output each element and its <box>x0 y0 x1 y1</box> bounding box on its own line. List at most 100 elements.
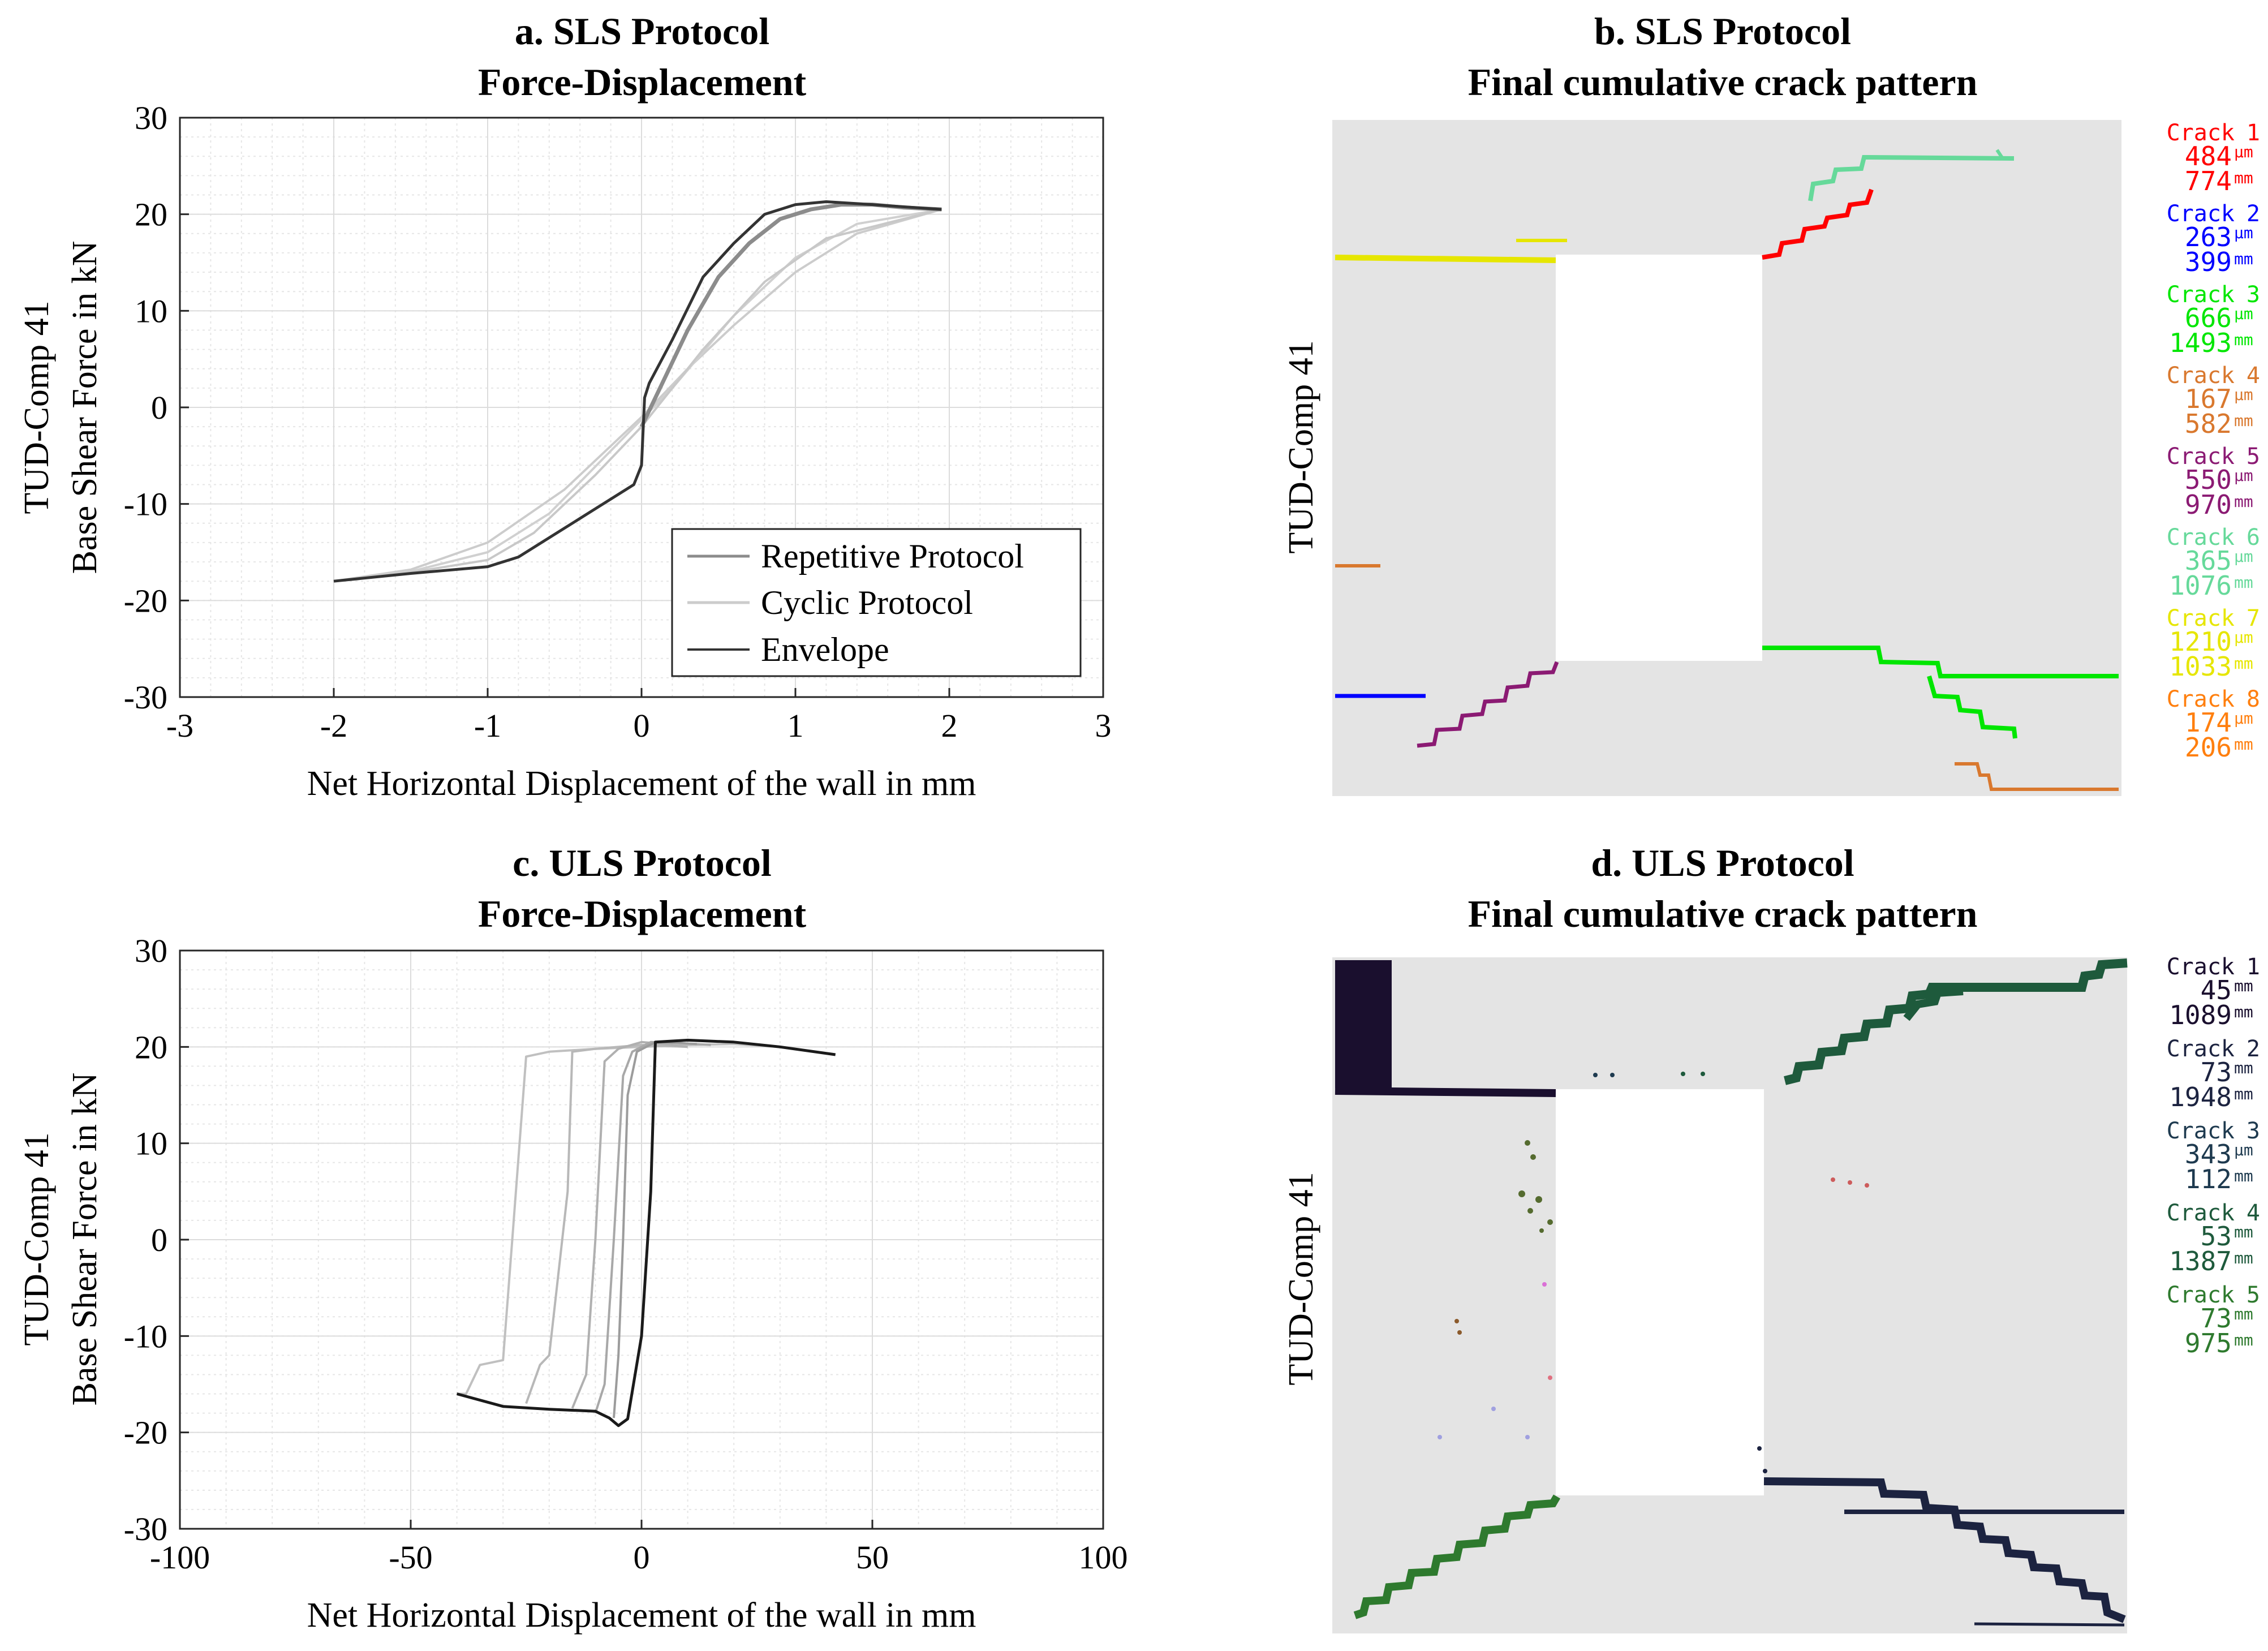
crack-legend-number: 1 <box>2247 120 2260 146</box>
crack-dot <box>1848 1180 1852 1185</box>
x-tick-label: 100 <box>1079 1539 1128 1576</box>
panel-b-crack-pattern: b. SLS Protocol Final cumulative crack p… <box>1282 10 2260 796</box>
crack-legend-number: 4 <box>2247 1200 2260 1226</box>
panel-c-ylabel-line2: Base Shear Force in kN <box>66 1073 104 1406</box>
crack-dot <box>1757 1446 1762 1451</box>
series-line-cyclic-protocol-mid <box>333 208 942 583</box>
crack-legend-value-1: 343 <box>2185 1139 2232 1170</box>
panel-d-title-line1: d. ULS Protocol <box>1591 841 1854 884</box>
crack-legend-value-1: 73 <box>2201 1057 2232 1087</box>
panel-a-y-ticks: -30 -20 -10 0 10 20 30 <box>124 100 189 716</box>
crack-legend-unit-1: µm <box>2234 143 2253 161</box>
y-tick-label: 30 <box>135 100 167 136</box>
legend-label-envelope: Envelope <box>761 631 889 668</box>
y-tick-label: 0 <box>151 389 167 426</box>
crack-legend-unit-1: µm <box>2234 547 2253 566</box>
crack-legend-unit-2: mm <box>2234 573 2253 592</box>
crack-legend-name: Crack <box>2167 282 2235 308</box>
x-tick-label: 3 <box>1095 707 1112 744</box>
panel-c-y-ticks: -30 -20 -10 0 10 20 30 <box>124 932 189 1547</box>
crack-legend-name: Crack <box>2167 1118 2235 1144</box>
crack-legend-number: 3 <box>2247 1118 2260 1144</box>
legend-label-cyclic: Cyclic Protocol <box>761 584 973 621</box>
legend-label-repetitive: Repetitive Protocol <box>761 538 1024 575</box>
panel-c-chart: c. ULS Protocol Force-Displacement -100-… <box>18 841 1128 1635</box>
y-tick-label: 30 <box>135 932 167 969</box>
crack-legend-number: 2 <box>2247 1036 2260 1062</box>
crack-dot <box>1701 1072 1705 1076</box>
panel-d-crack-2 <box>1763 1477 2126 1623</box>
panel-c-title-line1: c. ULS Protocol <box>513 841 772 884</box>
crack-legend-unit-1: µm <box>2234 304 2253 323</box>
panel-a-chart: a. SLS Protocol Force-Displacement -3 -2-… <box>18 10 1112 803</box>
crack-legend-unit-2: mm <box>2234 735 2253 754</box>
panel-d-side-label: TUD-Comp 41 <box>1282 1172 1320 1385</box>
crack-legend-value-2: 1089 <box>2169 1000 2232 1030</box>
y-tick-label: -10 <box>124 1318 167 1355</box>
crack-legend-name: Crack <box>2167 363 2235 389</box>
crack-legend-name: Crack <box>2167 954 2235 980</box>
crack-legend-unit-1: mm <box>2234 1223 2253 1241</box>
crack-legend-name: Crack <box>2167 524 2235 551</box>
crack-dot <box>1525 1140 1530 1146</box>
x-tick-label: 0 <box>634 1539 650 1576</box>
crack-legend-unit-1: µm <box>2234 223 2253 242</box>
crack-legend-value-1: 666 <box>2185 303 2232 333</box>
crack-legend-value-2: 1387 <box>2169 1246 2232 1276</box>
crack-legend-value-1: 263 <box>2185 222 2232 252</box>
crack-legend-value-2: 1076 <box>2169 570 2232 601</box>
crack-dot <box>1539 1228 1544 1233</box>
crack-legend-unit-1: µm <box>2234 628 2253 647</box>
crack-dot <box>1530 1154 1536 1160</box>
panel-b-title-line1: b. SLS Protocol <box>1594 10 1851 53</box>
series-line-cyclic-protocol-lower <box>333 208 942 583</box>
crack-legend-unit-1: mm <box>2234 1305 2253 1323</box>
crack-legend-number: 8 <box>2247 686 2260 712</box>
panel-a-x-ticks: -3 -2 -1 0 1 2 3 <box>166 688 1112 744</box>
y-tick-label: -10 <box>124 486 167 523</box>
crack-legend-unit-1: µm <box>2234 709 2253 728</box>
crack-legend-value-1: 550 <box>2185 465 2232 495</box>
crack-dot <box>1454 1319 1459 1323</box>
panel-d-crack-1-block <box>1335 961 1392 1088</box>
panel-c-ylabel-line1: TUD-Comp 41 <box>18 1132 56 1345</box>
y-tick-label: -20 <box>124 1414 167 1451</box>
crack-legend-number: 5 <box>2247 444 2260 470</box>
crack-legend-unit-2: mm <box>2234 1167 2253 1185</box>
x-tick-label: 50 <box>856 1539 889 1576</box>
y-tick-label: 10 <box>135 1125 167 1162</box>
crack-legend-value-1: 53 <box>2201 1221 2232 1252</box>
crack-dot <box>1491 1407 1496 1411</box>
crack-legend-value-2: 975 <box>2185 1328 2232 1358</box>
y-tick-label: 0 <box>151 1222 167 1258</box>
crack-dot <box>1518 1190 1525 1197</box>
crack-legend-value-2: 206 <box>2185 732 2232 763</box>
panel-d-minor-crack-dots <box>1438 1072 1869 1473</box>
panel-b-crack-7 <box>1335 255 1556 263</box>
crack-dot <box>1548 1375 1552 1380</box>
crack-legend-name: Crack <box>2167 1200 2235 1226</box>
crack-legend-unit-2: mm <box>2234 1003 2253 1021</box>
panel-c-xlabel: Net Horizontal Displacement of the wall … <box>307 1596 976 1635</box>
crack-legend-unit-1: µm <box>2234 1141 2253 1159</box>
crack-legend-number: 5 <box>2247 1282 2260 1308</box>
panel-d-crack-4-upper <box>1903 987 1964 1021</box>
crack-legend-number: 2 <box>2247 201 2260 227</box>
crack-legend-unit-2: mm <box>2234 250 2253 268</box>
x-tick-label: -1 <box>474 707 501 744</box>
crack-legend-unit-1: mm <box>2234 1059 2253 1077</box>
crack-dot <box>1865 1183 1869 1188</box>
crack-dot <box>1438 1435 1442 1439</box>
y-tick-label: -30 <box>124 679 167 716</box>
panel-a-ylabel-line2: Base Shear Force in kN <box>66 241 104 574</box>
crack-dot <box>1547 1219 1553 1225</box>
panel-d-title-line2: Final cumulative crack pattern <box>1468 892 1978 935</box>
series-line-cycle-3 <box>571 1041 688 1409</box>
crack-legend-unit-2: mm <box>2234 1085 2253 1103</box>
panel-d-crack-pattern: d. ULS Protocol Final cumulative crack p… <box>1282 841 2260 1633</box>
crack-dot <box>1535 1196 1542 1203</box>
panel-b-side-label: TUD-Comp 41 <box>1282 340 1320 553</box>
